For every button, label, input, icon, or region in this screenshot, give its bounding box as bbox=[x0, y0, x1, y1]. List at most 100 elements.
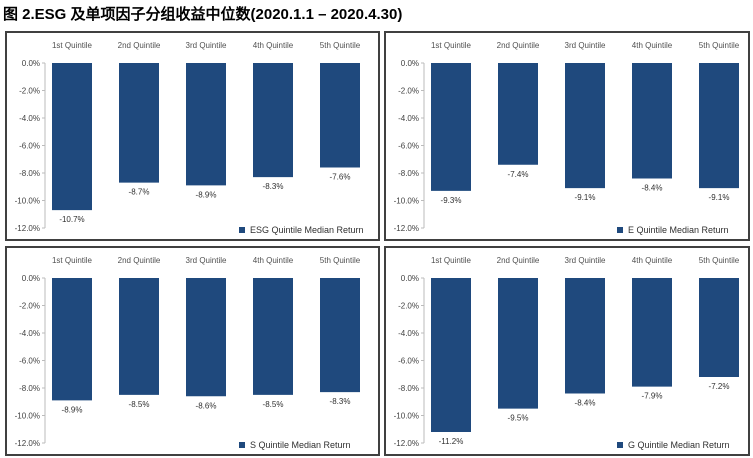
category-label: 1st Quintile bbox=[431, 256, 472, 265]
legend-swatch bbox=[239, 442, 245, 448]
data-label: -8.6% bbox=[196, 401, 217, 410]
category-label: 5th Quintile bbox=[699, 256, 740, 265]
category-label: 3rd Quintile bbox=[186, 256, 227, 265]
legend-label: S Quintile Median Return bbox=[250, 440, 351, 450]
bar bbox=[632, 63, 672, 179]
y-tick-label: -4.0% bbox=[398, 114, 419, 123]
y-tick-label: -10.0% bbox=[394, 197, 419, 206]
data-label: -10.7% bbox=[59, 215, 84, 224]
data-label: -8.3% bbox=[330, 397, 351, 406]
y-tick-label: 0.0% bbox=[22, 274, 40, 283]
figure-title: 图 2.ESG 及单项因子分组收益中位数(2020.1.1 – 2020.4.3… bbox=[3, 6, 403, 23]
y-tick-label: -2.0% bbox=[398, 87, 419, 96]
data-label: -9.3% bbox=[441, 196, 462, 205]
data-label: -9.1% bbox=[575, 193, 596, 202]
y-tick-label: -12.0% bbox=[394, 224, 419, 233]
bar bbox=[320, 63, 360, 168]
y-tick-label: -10.0% bbox=[394, 412, 419, 421]
bar bbox=[253, 63, 293, 178]
chart-svg: 0.0% -2.0% -4.0% -6.0% -8.0% -10.0% -12.0% 1st … bbox=[15, 256, 361, 450]
data-label: -8.9% bbox=[196, 190, 217, 199]
legend-label: G Quintile Median Return bbox=[628, 440, 730, 450]
chart-svg: 0.0% -2.0% -4.0% -6.0% -8.0% -10.0% -12.0% 1st … bbox=[394, 256, 740, 450]
data-label: -8.3% bbox=[263, 182, 284, 191]
data-label: -7.4% bbox=[508, 170, 529, 179]
category-label: 1st Quintile bbox=[52, 256, 93, 265]
category-label: 2nd Quintile bbox=[497, 41, 540, 50]
legend-label: E Quintile Median Return bbox=[628, 225, 729, 235]
y-tick-label: -12.0% bbox=[15, 439, 40, 448]
y-tick-label: -4.0% bbox=[19, 329, 40, 338]
data-label: -7.6% bbox=[330, 173, 351, 182]
data-label: -8.7% bbox=[129, 188, 150, 197]
legend-swatch bbox=[617, 227, 623, 233]
data-label: -7.9% bbox=[642, 392, 663, 401]
legend-swatch bbox=[617, 442, 623, 448]
y-tick-label: -12.0% bbox=[394, 439, 419, 448]
bar bbox=[699, 63, 739, 189]
y-tick-label: 0.0% bbox=[22, 59, 40, 68]
bar bbox=[186, 278, 226, 397]
category-label: 3rd Quintile bbox=[565, 256, 606, 265]
chart-s: 0.0% -2.0% -4.0% -6.0% -8.0% -10.0% -12.0% 1st … bbox=[5, 246, 380, 456]
category-label: 5th Quintile bbox=[699, 41, 740, 50]
data-label: -8.9% bbox=[62, 405, 83, 414]
bar bbox=[186, 63, 226, 186]
y-tick-label: -10.0% bbox=[15, 412, 40, 421]
y-tick-label: -6.0% bbox=[19, 357, 40, 366]
category-label: 2nd Quintile bbox=[118, 256, 161, 265]
legend-label: ESG Quintile Median Return bbox=[250, 225, 364, 235]
y-tick-label: -6.0% bbox=[19, 142, 40, 151]
chart-svg: 0.0% -2.0% -4.0% -6.0% -8.0% -10.0% -12.0% 1st … bbox=[15, 41, 364, 235]
bar bbox=[565, 278, 605, 394]
category-label: 5th Quintile bbox=[320, 41, 361, 50]
category-label: 3rd Quintile bbox=[565, 41, 606, 50]
y-tick-label: -6.0% bbox=[398, 357, 419, 366]
bar bbox=[699, 278, 739, 377]
chart-esg: 0.0% -2.0% -4.0% -6.0% -8.0% -10.0% -12.0% 1st … bbox=[5, 31, 380, 241]
y-tick-label: -8.0% bbox=[19, 169, 40, 178]
data-label: -7.2% bbox=[709, 382, 730, 391]
y-tick-label: -10.0% bbox=[15, 197, 40, 206]
category-label: 5th Quintile bbox=[320, 256, 361, 265]
y-tick-label: -8.0% bbox=[398, 169, 419, 178]
category-label: 2nd Quintile bbox=[497, 256, 540, 265]
y-tick-label: -8.0% bbox=[19, 384, 40, 393]
category-label: 4th Quintile bbox=[632, 41, 673, 50]
category-label: 1st Quintile bbox=[52, 41, 93, 50]
y-tick-label: 0.0% bbox=[401, 59, 419, 68]
bar bbox=[498, 278, 538, 409]
data-label: -8.4% bbox=[575, 399, 596, 408]
bar bbox=[320, 278, 360, 393]
y-tick-label: -4.0% bbox=[19, 114, 40, 123]
category-label: 4th Quintile bbox=[632, 256, 673, 265]
chart-svg: 0.0% -2.0% -4.0% -6.0% -8.0% -10.0% -12.0% 1st … bbox=[394, 41, 740, 235]
y-tick-label: -6.0% bbox=[398, 142, 419, 151]
data-label: -8.4% bbox=[642, 184, 663, 193]
bar bbox=[565, 63, 605, 189]
y-tick-label: -4.0% bbox=[398, 329, 419, 338]
y-tick-label: 0.0% bbox=[401, 274, 419, 283]
category-label: 4th Quintile bbox=[253, 41, 294, 50]
y-tick-label: -12.0% bbox=[15, 224, 40, 233]
y-tick-label: -2.0% bbox=[19, 87, 40, 96]
bar bbox=[52, 278, 92, 401]
category-label: 1st Quintile bbox=[431, 41, 472, 50]
chart-g: 0.0% -2.0% -4.0% -6.0% -8.0% -10.0% -12.0% 1st … bbox=[384, 246, 750, 456]
bar bbox=[119, 278, 159, 395]
data-label: -8.5% bbox=[263, 400, 284, 409]
bar bbox=[52, 63, 92, 211]
y-tick-label: -8.0% bbox=[398, 384, 419, 393]
data-label: -9.1% bbox=[709, 193, 730, 202]
data-label: -8.5% bbox=[129, 400, 150, 409]
bar bbox=[253, 278, 293, 395]
bar bbox=[431, 63, 471, 191]
y-tick-label: -2.0% bbox=[398, 302, 419, 311]
y-tick-label: -2.0% bbox=[19, 302, 40, 311]
bar bbox=[119, 63, 159, 183]
bar bbox=[498, 63, 538, 165]
data-label: -9.5% bbox=[508, 414, 529, 423]
bar bbox=[431, 278, 471, 432]
category-label: 3rd Quintile bbox=[186, 41, 227, 50]
category-label: 2nd Quintile bbox=[118, 41, 161, 50]
